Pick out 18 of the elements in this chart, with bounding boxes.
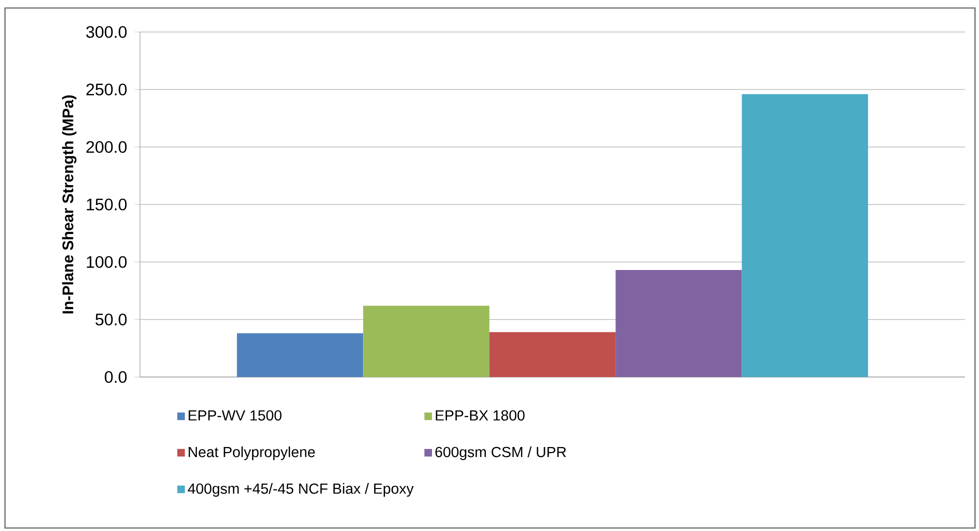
legend-label: 400gsm +45/-45 NCF Biax / Epoxy bbox=[188, 483, 414, 497]
legend-label: Neat Polypropylene bbox=[188, 446, 315, 460]
y-tick-label: 0.0 bbox=[104, 371, 127, 383]
bar bbox=[742, 94, 868, 377]
y-tick-label: 200.0 bbox=[86, 141, 127, 153]
legend-label: 600gsm CSM / UPR bbox=[435, 446, 566, 460]
bar bbox=[363, 306, 490, 377]
y-tick-label: 150.0 bbox=[86, 198, 127, 210]
y-tick-label: 250.0 bbox=[86, 84, 127, 96]
legend-label: EPP-WV 1500 bbox=[188, 410, 282, 421]
y-tick-label: 50.0 bbox=[96, 314, 127, 326]
y-tick-label: 100.0 bbox=[86, 256, 127, 268]
bar bbox=[616, 270, 742, 377]
bar bbox=[236, 333, 364, 377]
bar bbox=[489, 332, 616, 377]
y-tick-label: 300.0 bbox=[86, 26, 127, 38]
y-axis-title: In-Plane Shear Strength (MPa) bbox=[62, 95, 76, 314]
legend-label: EPP-BX 1800 bbox=[436, 410, 525, 421]
